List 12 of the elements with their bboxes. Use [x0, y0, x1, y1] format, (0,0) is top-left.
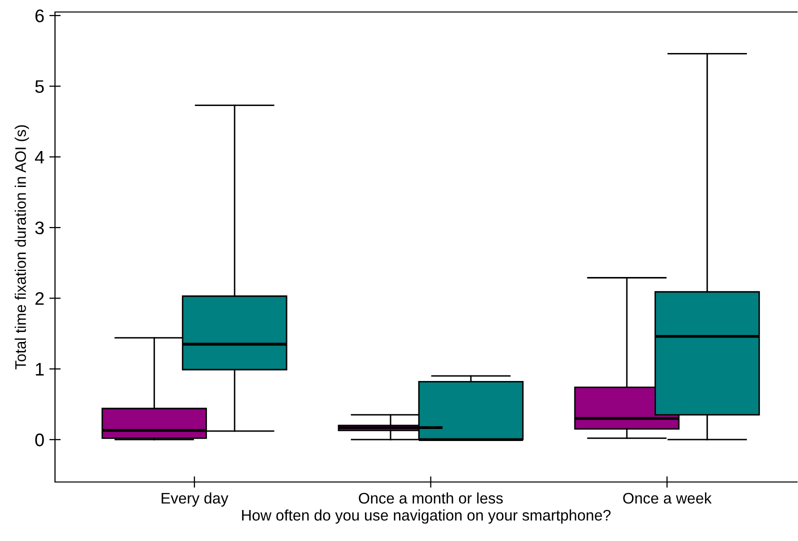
y-tick-label: 1 — [36, 363, 44, 376]
x-axis-title: How often do you use navigation on your smartphone? — [242, 509, 611, 524]
x-tick-label: Once a week — [623, 492, 712, 504]
y-tick-label: 4 — [34, 151, 44, 164]
x-tick-label: Once a month or less — [358, 492, 503, 504]
y-tick-label: 0 — [35, 434, 44, 446]
y-tick-label: 3 — [35, 222, 44, 234]
x-tick-label: Every day — [162, 492, 228, 507]
y-tick-label: 6 — [35, 9, 44, 22]
y-tick-label: 5 — [35, 80, 44, 93]
y-tick-label: 2 — [35, 292, 44, 305]
y-axis-title: Total time fixation duration in AOI (s) — [14, 125, 29, 370]
